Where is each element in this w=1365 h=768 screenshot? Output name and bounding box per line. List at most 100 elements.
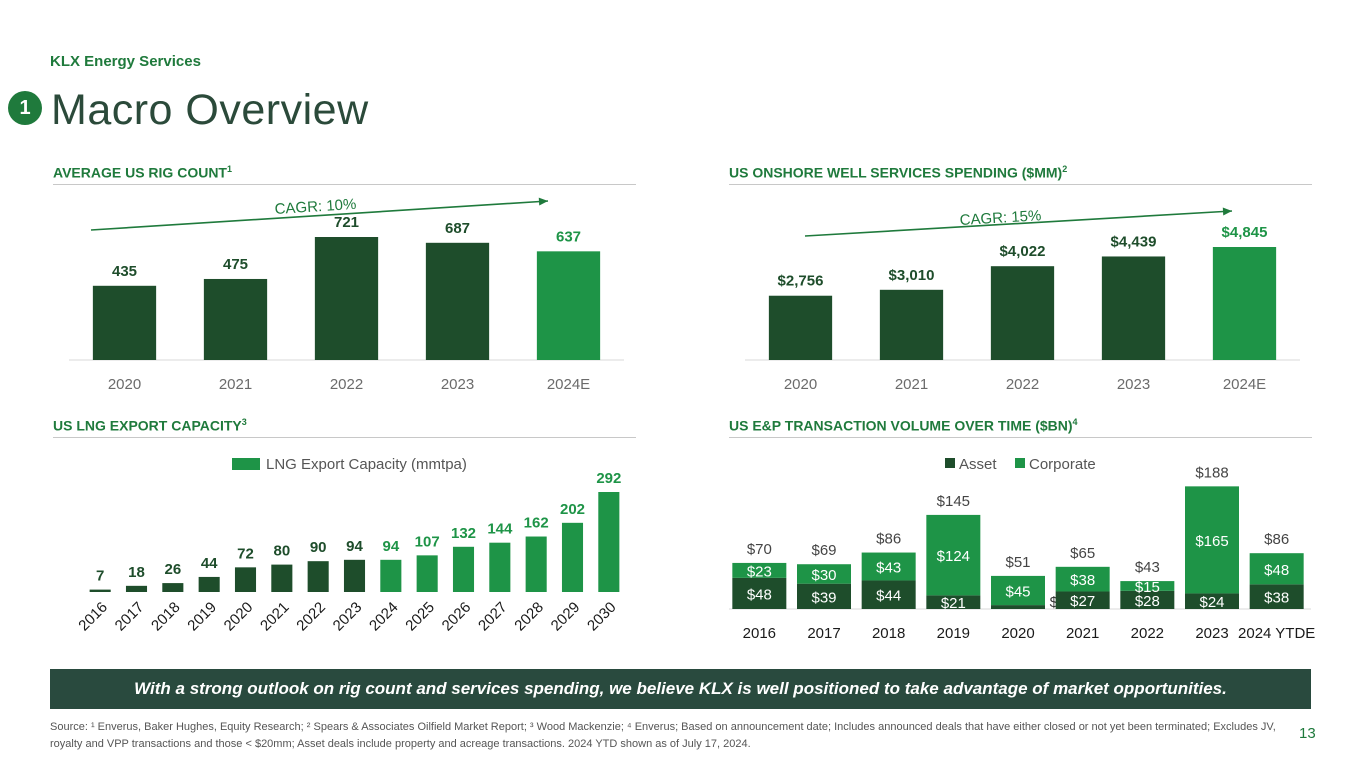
lng-tick-label: 2017 (112, 599, 148, 635)
source-footnote: Source: ¹ Enverus, Baker Hughes, Equity … (50, 721, 1276, 750)
lng-tick-label: 2020 (221, 599, 257, 635)
ep-tick-label: 2018 (872, 625, 905, 642)
spend-value-label: $2,756 (778, 273, 824, 290)
rig-tick-label: 2024E (547, 376, 590, 393)
ep-tick-label: 2023 (1195, 625, 1228, 642)
ep-bar-corporate (1249, 553, 1304, 585)
lng-bar (489, 542, 511, 592)
ep-tick-label: 2020 (1001, 625, 1034, 642)
rig-tick-label: 2022 (330, 376, 363, 393)
rig-tick-label: 2021 (219, 376, 252, 393)
rig-bar (92, 285, 157, 360)
lng-value-label: 132 (451, 525, 476, 542)
spend-value-label: $4,439 (1111, 233, 1157, 250)
ep-total-label: $69 (811, 542, 836, 559)
lng-bar (125, 585, 148, 592)
ep-asset-label: $39 (811, 589, 836, 606)
ep-asset-label: $28 (1135, 593, 1160, 610)
lng-value-label: 94 (382, 538, 399, 555)
ep-bar-corporate (797, 564, 851, 584)
ep-tick-label: 2024 YTDE (1238, 625, 1315, 642)
lng-tick-label: 2028 (511, 599, 547, 635)
ep-total-label: $145 (937, 493, 970, 510)
spend-cagr-label: CAGR: 15% (959, 207, 1042, 229)
lng-value-label: 80 (273, 543, 290, 560)
spend-tick-label: 2022 (1006, 376, 1039, 393)
spend-value-label: $3,010 (889, 267, 935, 284)
lng-bar (598, 492, 620, 592)
ep-asset-label: $24 (1199, 594, 1224, 611)
rig-count-title: AVERAGE US RIG COUNT1 (53, 164, 232, 181)
company-name: KLX Energy Services (50, 53, 201, 70)
ep-corporate-label: $23 (747, 563, 772, 580)
ep-tick-label: 2017 (807, 625, 840, 642)
spend-bar (879, 289, 944, 360)
rig-cagr-arrowhead (538, 197, 548, 206)
lng-tick-label: 2022 (293, 599, 329, 635)
ep-total-label: $65 (1070, 545, 1095, 562)
lng-bar (307, 561, 329, 592)
lng-bar (452, 546, 475, 592)
lng-bar (561, 522, 584, 592)
lng-bar (89, 589, 111, 592)
lng-bar (234, 567, 257, 592)
ep-legend-swatch-corporate (1015, 458, 1025, 468)
ep-bar-asset (1055, 591, 1110, 609)
ep-bar-corporate (732, 562, 787, 578)
ep-total-label: $188 (1195, 464, 1228, 481)
lng-tick-label: 2019 (184, 599, 220, 635)
lng-value-label: 90 (310, 539, 327, 556)
lng-value-label: 72 (237, 545, 254, 562)
lng-value-label: 7 (96, 568, 104, 585)
ep-title: US E&P TRANSACTION VOLUME OVER TIME ($BN… (729, 417, 1078, 434)
ep-asset-label: $44 (876, 588, 901, 605)
lng-value-label: 144 (487, 521, 513, 538)
ep-total-label: $70 (747, 541, 772, 558)
lng-tick-label: 2018 (148, 599, 184, 635)
spend-value-label: $4,845 (1222, 224, 1268, 241)
spend-bar (1101, 256, 1166, 360)
ep-corporate-label: $45 (1005, 584, 1030, 601)
ep-divider (729, 437, 1312, 438)
summary-banner: With a strong outlook on rig count and s… (50, 669, 1311, 709)
ep-tick-label: 2016 (743, 625, 776, 642)
rig-count-divider (53, 184, 636, 185)
lng-tick-label: 2026 (439, 599, 475, 635)
ep-bar-asset (1120, 590, 1175, 609)
ep-legend-swatch-asset (945, 458, 955, 468)
spend-bar (990, 266, 1055, 360)
ep-asset-label: $27 (1070, 593, 1095, 610)
ep-bar-corporate (991, 575, 1045, 606)
lng-value-label: 107 (415, 533, 440, 550)
rig-value-label: 435 (112, 263, 137, 280)
ep-legend-label-asset: Asset (959, 456, 997, 473)
ep-corporate-label: $43 (876, 559, 901, 576)
lng-value-label: 292 (596, 470, 621, 487)
lng-value-label: 162 (524, 515, 549, 532)
lng-legend-label: LNG Export Capacity (mmtpa) (266, 456, 467, 473)
lng-legend-swatch (232, 458, 260, 470)
ep-tick-label: 2019 (937, 625, 970, 642)
lng-tick-label: 2027 (475, 599, 511, 635)
lng-tick-label: 2021 (257, 599, 293, 635)
ep-bar-corporate (926, 514, 981, 596)
lng-bar (162, 583, 184, 592)
section-number-badge: 1 (8, 91, 42, 125)
rig-cagr-label: CAGR: 10% (274, 196, 357, 218)
rig-bar (425, 242, 490, 360)
lng-value-label: 44 (201, 555, 218, 572)
lng-value-label: 26 (164, 561, 181, 578)
ep-bar-asset (732, 577, 787, 609)
spend-value-label: $4,022 (1000, 243, 1046, 260)
ep-bar-asset (991, 605, 1045, 609)
lng-tick-label: 2016 (75, 599, 111, 635)
ep-bar-corporate (1055, 566, 1110, 592)
spend-tick-label: 2021 (895, 376, 928, 393)
ep-corporate-label: $15 (1135, 579, 1160, 596)
rig-bar (203, 278, 268, 360)
ep-legend-label-corporate: Corporate (1029, 456, 1096, 473)
ep-tick-label: 2022 (1131, 625, 1164, 642)
ep-bar-corporate (861, 552, 916, 581)
spending-title: US ONSHORE WELL SERVICES SPENDING ($MM)2 (729, 164, 1068, 181)
